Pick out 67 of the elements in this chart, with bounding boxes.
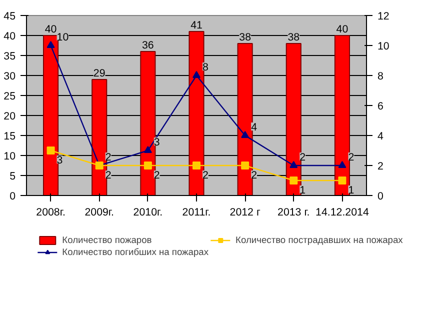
- data-label: 2: [105, 152, 112, 164]
- bar: [140, 51, 156, 196]
- x-tick-label: 2008г.: [36, 206, 66, 218]
- point: [290, 160, 298, 168]
- data-label: 2: [300, 152, 306, 164]
- data-label: 10: [56, 32, 69, 44]
- y2-tick-label: 2: [378, 160, 384, 172]
- point: [192, 70, 200, 78]
- bar: [43, 35, 59, 196]
- bar: [237, 43, 253, 196]
- point: [338, 176, 346, 184]
- y-tick-label: 20: [4, 110, 16, 122]
- y2-tick-label: 10: [378, 40, 390, 52]
- data-label: 2: [202, 170, 208, 182]
- bar: [92, 79, 108, 196]
- y-tick-label: 25: [4, 90, 16, 102]
- data-label: 40: [336, 24, 348, 36]
- x-tick-label: 2012 г: [230, 206, 260, 218]
- point: [144, 162, 152, 170]
- y-tick-label: 0: [10, 190, 16, 202]
- y-tick-label: 35: [4, 50, 16, 62]
- point: [46, 40, 55, 48]
- x-tick-label: 2010г.: [133, 206, 163, 218]
- x-tick-label: 2011г.: [182, 206, 211, 218]
- x-tick-label: 14.12.2014: [316, 206, 369, 218]
- y2-tick-label: 4: [378, 130, 384, 142]
- data-label: 8: [202, 62, 208, 74]
- y2-tick-label: 0: [378, 190, 384, 202]
- legend-label: Количество пострадавших на пожарах: [236, 235, 403, 245]
- data-label: 38: [239, 32, 252, 44]
- data-label: 2: [154, 170, 160, 182]
- y-tick-label: 30: [4, 70, 16, 82]
- bar: [188, 31, 204, 196]
- point: [46, 146, 55, 154]
- data-label: 40: [44, 24, 57, 36]
- y-tick-label: 40: [4, 30, 16, 42]
- bar: [286, 43, 302, 196]
- y2-tick-label: 6: [378, 100, 384, 112]
- data-label: 1: [348, 184, 354, 196]
- data-label: 2: [105, 170, 112, 182]
- point: [290, 176, 298, 184]
- data-label: 38: [288, 32, 300, 44]
- data-label: 3: [154, 136, 160, 148]
- point: [192, 162, 200, 170]
- point: [241, 162, 250, 170]
- y-tick-label: 15: [4, 130, 16, 142]
- y-tick-label: 10: [4, 150, 16, 162]
- legend-label: Количество пожаров: [62, 235, 152, 245]
- x-tick-label: 2013 г.: [278, 206, 310, 218]
- x-tick-label: 2009г.: [84, 206, 114, 218]
- data-label: 29: [93, 68, 106, 80]
- y2-tick-label: 8: [378, 70, 384, 82]
- bar: [334, 35, 350, 196]
- data-label: 3: [56, 154, 63, 166]
- legend-label: Количество погибших на пожарах: [62, 247, 209, 257]
- data-label: 36: [142, 40, 154, 52]
- data-label: 41: [190, 20, 202, 32]
- data-label: 2: [348, 152, 354, 164]
- point: [144, 146, 152, 154]
- y2-tick-label: 12: [378, 10, 390, 22]
- data-label: 2: [251, 170, 258, 182]
- data-label: 1: [300, 184, 306, 196]
- point: [338, 160, 346, 168]
- y-tick-label: 45: [4, 10, 16, 22]
- data-label: 4: [251, 122, 258, 134]
- point: [241, 130, 250, 138]
- y-tick-label: 5: [10, 170, 16, 182]
